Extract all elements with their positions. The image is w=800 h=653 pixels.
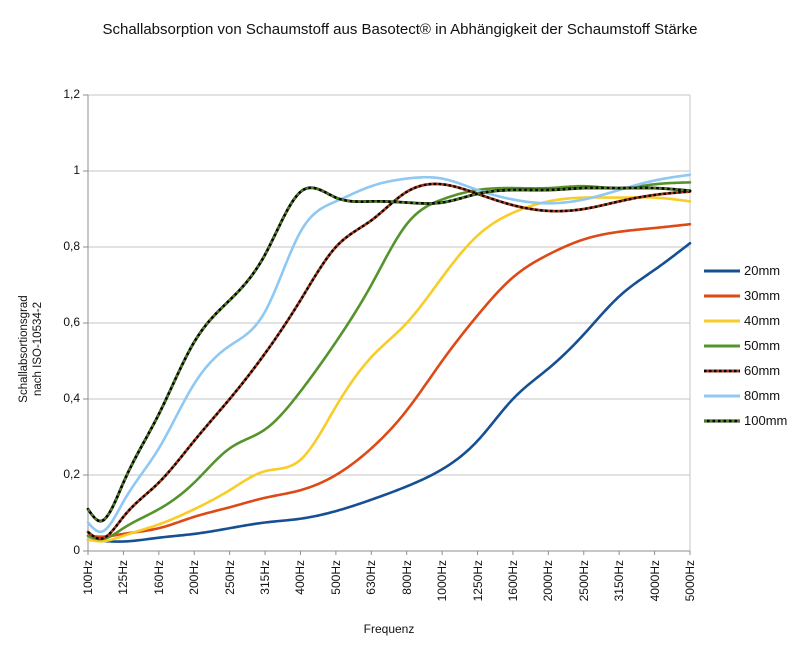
series-line-40mm [86,196,692,543]
x-tick-label: 400Hz [293,560,308,595]
chart-title: Schallabsorption von Schaumstoff aus Bas… [102,21,698,38]
legend-swatch-80mm [704,394,740,397]
series-line-80mm [86,173,692,534]
y-tick-label: 0 [73,543,80,557]
y-tick-label: 1,2 [63,87,80,101]
legend-item-100mm: 100mm [703,408,787,433]
x-tick-label: 3150Hz [612,560,627,602]
y-axis-title-line2: nach ISO-10534-2 [32,302,44,396]
x-tick-label: 4000Hz [647,560,662,602]
x-tick-label: 250Hz [222,560,237,595]
legend: 20mm 30mm 40mm 50mm 60mm 80mm 100mm [703,258,787,433]
legend-item-20mm: 20mm [703,258,787,283]
y-tick-label: 0,6 [63,315,80,329]
x-tick-label: 200Hz [187,560,202,595]
x-tick-label: 1000Hz [435,560,450,602]
legend-swatch-40mm [704,319,740,322]
y-axis-title: Schallabsortionsgrad nach ISO-10534-2 [17,229,45,469]
legend-swatch-60mm [704,369,740,372]
x-tick-label: 2500Hz [576,560,591,602]
y-tick-label: 1 [73,163,80,177]
legend-swatch-20mm [704,269,740,272]
x-tick-label: 500Hz [328,560,343,595]
legend-swatch-30mm [704,294,740,297]
y-axis-title-line1: Schallabsortionsgrad [18,295,30,403]
series-line-overlay-100mm [87,186,691,523]
legend-item-80mm: 80mm [703,383,787,408]
x-tick-label: 5000Hz [683,560,697,602]
legend-label: 60mm [744,363,781,378]
legend-label: 40mm [744,313,781,328]
series-line-60mm [86,182,692,541]
x-tick-label: 160Hz [151,560,166,595]
x-tick-label: 1250Hz [470,560,485,602]
series-line-20mm [86,241,692,543]
x-tick-label: 315Hz [258,560,273,595]
legend-label: 20mm [744,263,781,278]
series-line-50mm [86,181,692,541]
x-tick-label: 800Hz [399,560,414,595]
x-tick-label: 125Hz [116,560,131,595]
x-axis-title: Frequenz [363,622,415,636]
x-tick-label: 1600Hz [505,560,520,602]
x-tick-label: 100Hz [81,560,95,595]
y-tick-label: 0,4 [63,391,80,405]
legend-swatch-50mm [704,344,740,347]
series-line-overlay-60mm [87,182,691,540]
y-tick-label: 0,8 [63,239,80,253]
y-tick-label: 0,2 [63,467,80,481]
series-line-100mm [86,186,692,523]
x-tick-label: 630Hz [364,560,379,595]
legend-label: 50mm [744,338,781,353]
legend-item-30mm: 30mm [703,283,787,308]
legend-label: 100mm [744,413,788,428]
legend-item-50mm: 50mm [703,333,787,358]
x-tick-label: 2000Hz [541,560,556,602]
legend-item-60mm: 60mm [703,358,787,383]
legend-label: 80mm [744,388,781,403]
legend-item-40mm: 40mm [703,308,787,333]
series-line-30mm [86,222,692,538]
legend-label: 30mm [744,288,781,303]
legend-swatch-100mm [704,419,740,422]
